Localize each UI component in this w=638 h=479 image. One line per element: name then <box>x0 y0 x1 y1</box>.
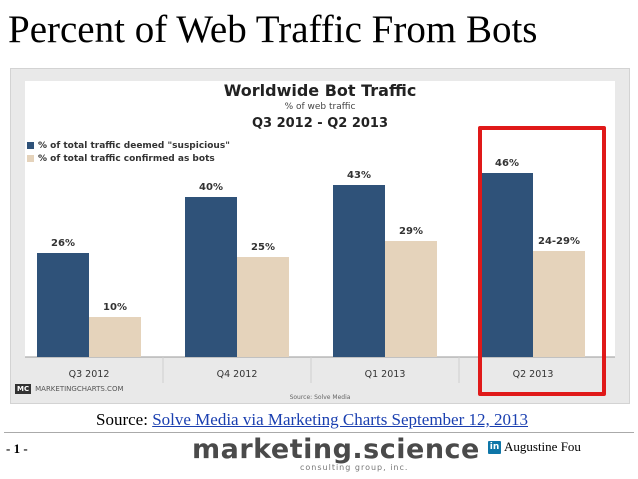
chart-footer-brand-text: MARKETINGCHARTS.COM <box>35 385 124 393</box>
x-tick-label-2: Q1 2013 <box>365 369 406 380</box>
bar-label-bots-3: 24-29% <box>538 236 580 247</box>
bar-bots-3 <box>533 251 585 357</box>
chart-title: Worldwide Bot Traffic <box>223 81 417 100</box>
legend-swatch-suspicious <box>27 142 34 149</box>
linkedin-icon: in <box>488 440 501 454</box>
legend-label-bots: % of total traffic confirmed as bots <box>38 153 215 164</box>
bar-label-suspicious-0: 26% <box>51 238 75 249</box>
bar-label-suspicious-2: 43% <box>347 170 371 181</box>
x-tick-label-0: Q3 2012 <box>69 369 110 380</box>
chart-source: Source: Solve Media <box>289 394 351 401</box>
source-prefix: Source: <box>96 410 148 429</box>
bar-bots-2 <box>385 241 437 357</box>
author-name: Augustine Fou <box>504 439 581 454</box>
page-number: - 1 - <box>6 441 28 456</box>
source-line: Source: Solve Media via Marketing Charts… <box>96 410 528 430</box>
source-link[interactable]: Solve Media via Marketing Charts Septemb… <box>152 410 529 429</box>
brand-tagline: consulting group, inc. <box>300 463 409 472</box>
bar-bots-1 <box>237 257 289 357</box>
bar-chart: 26% 10% Q3 2012 40% 25% Q4 2012 43% 29% Q1 2013 4… <box>25 158 615 383</box>
highlight-box <box>478 126 606 396</box>
x-tick-label-1: Q4 2012 <box>217 369 258 380</box>
bar-bots-0 <box>89 317 141 357</box>
chart-legend: % of total traffic deemed "suspicious" %… <box>27 139 230 165</box>
x-tick-label-3: Q2 2013 <box>513 369 554 380</box>
bar-label-bots-0: 10% <box>103 302 127 313</box>
chart-subtitle: % of web traffic <box>284 102 356 112</box>
chart-date-range: Q3 2012 - Q2 2013 <box>251 116 389 131</box>
chart-frame: Worldwide Bot Traffic % of web traffic Q… <box>10 68 630 404</box>
bar-suspicious-0 <box>37 253 89 357</box>
bar-suspicious-2 <box>333 185 385 357</box>
legend-item-bots: % of total traffic confirmed as bots <box>27 152 230 165</box>
chart-footer-brand: MC MARKETINGCHARTS.COM <box>15 384 124 394</box>
author[interactable]: in Augustine Fou <box>488 439 581 455</box>
bar-label-bots-1: 25% <box>251 242 275 253</box>
legend-label-suspicious: % of total traffic deemed "suspicious" <box>38 140 230 151</box>
mc-logo: MC <box>15 384 32 394</box>
bar-suspicious-1 <box>185 197 237 357</box>
slide-title: Percent of Web Traffic From Bots <box>8 8 538 51</box>
legend-swatch-bots <box>27 155 34 162</box>
bar-label-suspicious-3: 46% <box>495 158 519 169</box>
bar-suspicious-3 <box>481 173 533 357</box>
footer-divider <box>4 432 634 433</box>
brand-logo: marketing.science <box>192 434 480 465</box>
bar-label-suspicious-1: 40% <box>199 182 223 193</box>
bar-label-bots-2: 29% <box>399 226 423 237</box>
legend-item-suspicious: % of total traffic deemed "suspicious" <box>27 139 230 152</box>
